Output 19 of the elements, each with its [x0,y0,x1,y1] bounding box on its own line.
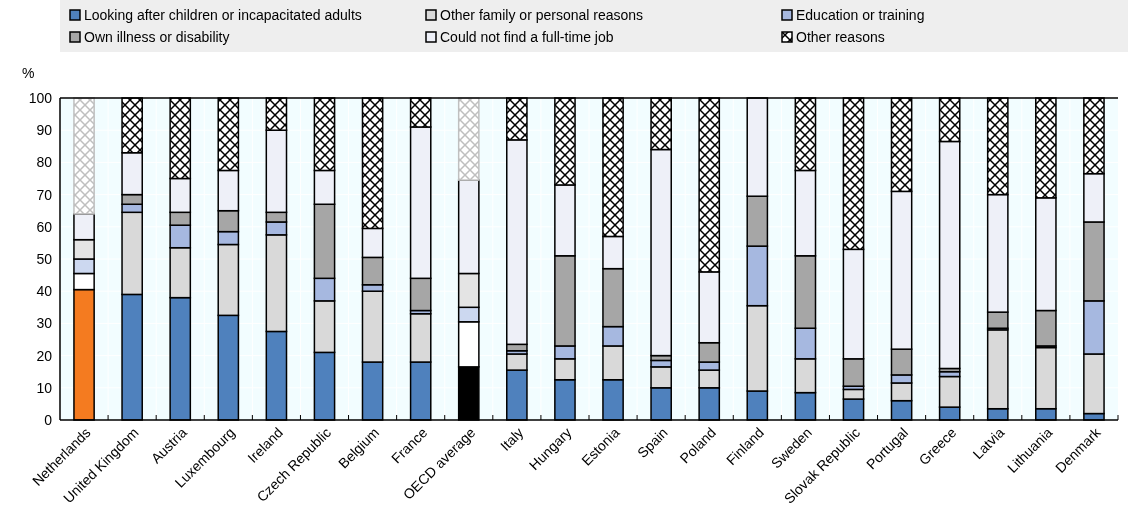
y-tick-label: 0 [44,411,53,428]
legend-label: Could not find a full-time job [440,28,614,45]
legend-label: Education or training [796,6,925,23]
y-tick-label: 40 [36,283,53,300]
y-tick-label: 80 [36,154,53,171]
y-tick-label: 60 [36,218,53,235]
y-tick-label: 100 [28,89,53,106]
y-tick-label: 10 [36,379,53,396]
x-tick-label: Italy [496,424,527,454]
y-tick-label: 20 [36,347,53,364]
legend-label: Other family or personal reasons [440,6,644,23]
y-tick-label: 90 [36,122,53,139]
y-tick-label: 30 [36,315,53,332]
legend-label: Own illness or disability [84,28,230,45]
legend-label: Looking after children or incapacitated adults [84,6,362,23]
legend-label: Other reasons [796,28,885,45]
y-tick-label: 50 [36,250,53,267]
y-axis-title: % [22,65,35,81]
y-tick-label: 70 [36,186,53,203]
